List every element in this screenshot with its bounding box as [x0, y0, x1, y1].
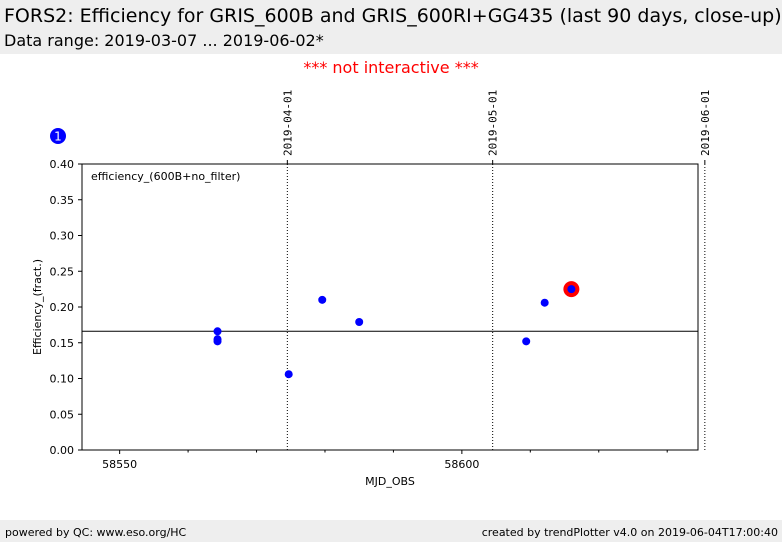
data-point	[213, 327, 222, 336]
date-marker-label: 2019-05-01	[487, 90, 500, 156]
y-tick-label: 0.10	[50, 373, 75, 386]
data-point	[213, 337, 222, 346]
plot-frame	[81, 163, 699, 451]
x-axis-label: MJD_OBS	[365, 475, 415, 488]
page-footer: powered by QC: www.eso.org/HC created by…	[0, 520, 782, 542]
y-tick-label: 0.40	[50, 158, 75, 171]
badge-circle	[50, 128, 66, 144]
x-tick-label: 58600	[444, 458, 479, 471]
created-by-text: created by trendPlotter v4.0 on 2019-06-…	[481, 526, 778, 539]
series-annotation: efficiency_(600B+no_filter)	[91, 170, 240, 183]
y-tick-label: 0.05	[50, 408, 75, 421]
powered-by-text: powered by QC: www.eso.org/HC	[5, 526, 187, 539]
efficiency-chart: 1 2019-04-01 2019-05-01 2019-06-01 0.000.0…	[31, 90, 712, 488]
data-points	[213, 281, 580, 379]
y-axis: 0.00 0.05 0.10 0.15 0.20 0.25 0.30 0.35 0.40	[50, 158, 82, 457]
page-title: FORS2: Efficiency for GRIS_600B and GRIS…	[4, 5, 782, 27]
not-interactive-notice: *** not interactive ***	[303, 58, 479, 77]
y-tick-label: 0.35	[50, 194, 75, 207]
y-axis-label: Efficiency_(fract.)	[31, 259, 44, 355]
date-marker-label: 2019-06-01	[699, 90, 712, 156]
y-tick-label: 0.15	[50, 337, 75, 350]
date-markers: 2019-04-01 2019-05-01 2019-06-01	[281, 90, 712, 450]
date-marker-label: 2019-04-01	[281, 90, 294, 156]
data-point	[318, 295, 327, 304]
badge: 1	[50, 128, 66, 144]
data-point	[567, 285, 576, 294]
y-tick-label: 0.25	[50, 265, 75, 278]
x-tick-label: 58550	[102, 458, 137, 471]
x-axis: 58550 58600	[102, 450, 668, 471]
y-tick-label: 0.30	[50, 230, 75, 243]
data-point	[540, 298, 549, 307]
data-range-subtitle: Data range: 2019-03-07 ... 2019-06-02*	[4, 31, 324, 50]
y-tick-label: 0.20	[50, 301, 75, 314]
badge-number: 1	[54, 130, 62, 144]
page-header: FORS2: Efficiency for GRIS_600B and GRIS…	[0, 0, 782, 54]
data-point	[284, 370, 293, 379]
data-point	[355, 318, 364, 327]
data-point	[522, 337, 531, 346]
y-tick-label: 0.00	[50, 444, 75, 457]
